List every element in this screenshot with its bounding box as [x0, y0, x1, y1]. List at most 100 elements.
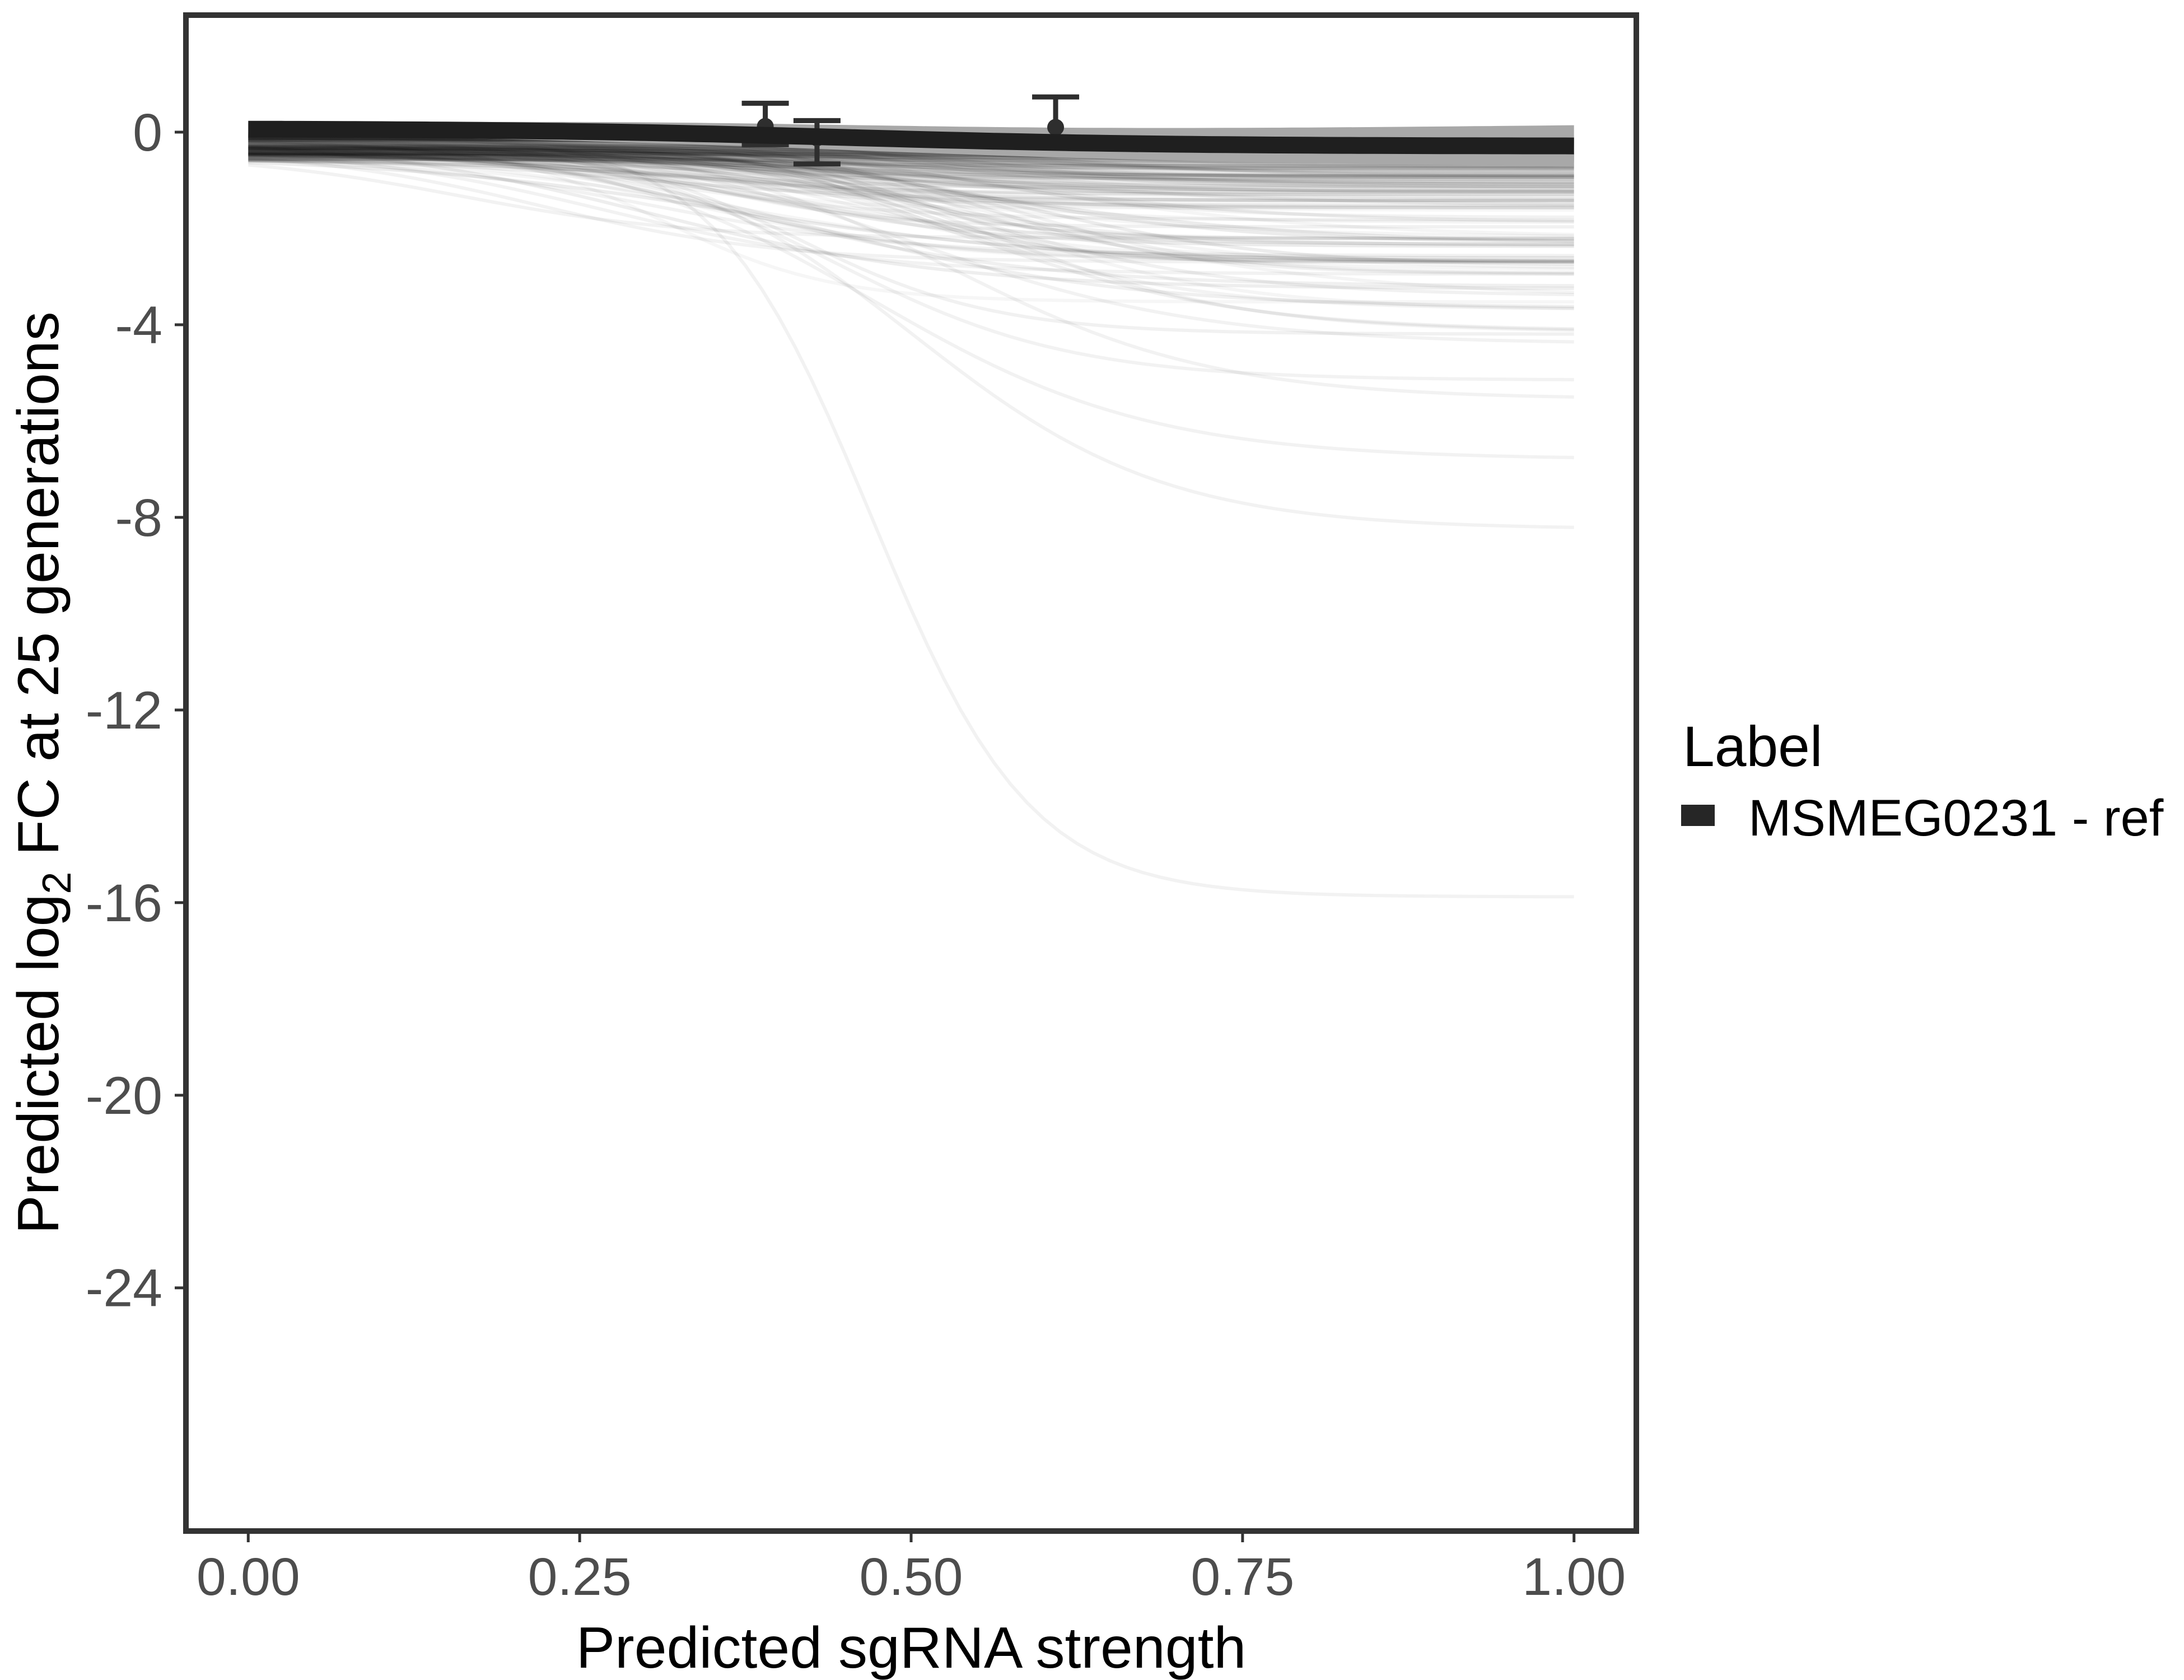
legend: Label MSMEG0231 - ref [1681, 715, 2164, 847]
background-curve [248, 155, 1574, 171]
background-curve [248, 151, 1574, 193]
background-curve [248, 155, 1574, 263]
background-curve [248, 139, 1574, 344]
background-curve [248, 146, 1574, 240]
x-tick-label: 0.75 [1191, 1547, 1294, 1607]
background-curve [248, 157, 1574, 209]
background-curve [248, 146, 1574, 182]
background-curve [248, 143, 1574, 244]
x-tick-label: 1.00 [1522, 1547, 1626, 1607]
background-curve [248, 153, 1574, 197]
background-curve [248, 153, 1574, 184]
background-curve [248, 158, 1574, 192]
background-curve [248, 147, 1574, 260]
background-curve [248, 158, 1574, 263]
background-curve [248, 148, 1574, 179]
background-curve [248, 136, 1574, 399]
background-curve [248, 149, 1574, 170]
background-curve [248, 158, 1574, 295]
x-tick-label: 0.50 [860, 1547, 963, 1607]
background-curve [248, 156, 1574, 264]
background-curve [248, 151, 1574, 264]
background-curve [248, 141, 1574, 189]
plot-panel [186, 15, 1636, 1531]
background-curve [248, 155, 1574, 199]
background-curve [248, 136, 1574, 332]
y-tick-label: -16 [86, 874, 162, 933]
background-curve [248, 153, 1574, 271]
background-curve [248, 159, 1574, 202]
background-curve [248, 138, 1574, 178]
legend-title: Label [1683, 715, 1823, 778]
background-curve [248, 148, 1574, 167]
x-axis: 0.00 0.25 0.50 0.75 1.00 [197, 1534, 1626, 1607]
background-curve [248, 144, 1574, 189]
background-curve [248, 146, 1574, 310]
background-curve [248, 148, 1574, 189]
background-curve [248, 151, 1574, 167]
background-curve [248, 144, 1574, 229]
background-curve [248, 136, 1574, 296]
background-curve [248, 134, 1574, 899]
background-curve [248, 147, 1574, 170]
legend-key-swatch [1681, 805, 1715, 826]
background-curve [248, 144, 1574, 236]
background-curve [248, 148, 1574, 331]
background-curve [248, 136, 1574, 188]
reference-line [248, 120, 1574, 155]
background-curve [248, 157, 1574, 179]
background-curve [248, 147, 1574, 206]
background-curve [248, 157, 1574, 178]
x-tick-label: 0.00 [197, 1547, 300, 1607]
background-curve [248, 143, 1574, 194]
background-curve [248, 153, 1574, 224]
y-tick-label: 0 [133, 103, 162, 162]
background-curve [248, 153, 1574, 248]
background-curve [248, 145, 1574, 290]
background-curve [248, 141, 1574, 247]
background-curve [248, 150, 1574, 177]
background-curve [248, 143, 1574, 310]
background-curve [248, 159, 1574, 203]
background-curve [248, 141, 1574, 181]
background-curve [248, 161, 1574, 263]
background-curve [248, 136, 1574, 223]
background-curve [248, 151, 1574, 186]
background-curve [248, 158, 1574, 168]
x-tick-label: 0.25 [528, 1547, 632, 1607]
background-curve [248, 157, 1574, 181]
background-curve [248, 150, 1574, 269]
background-curve [248, 137, 1574, 170]
background-curve [248, 153, 1574, 274]
background-curve [248, 153, 1574, 169]
background-curve [248, 163, 1574, 240]
background-curve [248, 138, 1574, 263]
panel-border [183, 12, 1639, 1534]
background-curve [248, 144, 1574, 219]
background-curve [248, 158, 1574, 258]
background-curve [248, 153, 1574, 276]
y-tick-label: -24 [86, 1259, 162, 1318]
background-curve [248, 152, 1574, 172]
background-curve [248, 142, 1574, 381]
background-curve [248, 156, 1574, 209]
background-curve [248, 155, 1574, 177]
background-curve [248, 145, 1574, 175]
background-curve [248, 139, 1574, 336]
background-curve [248, 137, 1574, 529]
background-curve [248, 147, 1574, 288]
y-axis-title: Predicted log2 FC at 25 generations [6, 311, 80, 1234]
legend-entry-label: MSMEG0231 - ref [1748, 790, 2164, 847]
y-axis: 0 -4 -8 -12 -16 -20 -24 [86, 103, 183, 1318]
background-curve [248, 152, 1574, 266]
background-curve [248, 138, 1574, 190]
data-point [1047, 119, 1065, 136]
background-curve [248, 144, 1574, 309]
background-curve [248, 158, 1574, 176]
background-curve [248, 145, 1574, 178]
y-tick-label: -4 [115, 296, 162, 355]
reference-curve [248, 120, 1574, 155]
background-curve [248, 147, 1574, 173]
